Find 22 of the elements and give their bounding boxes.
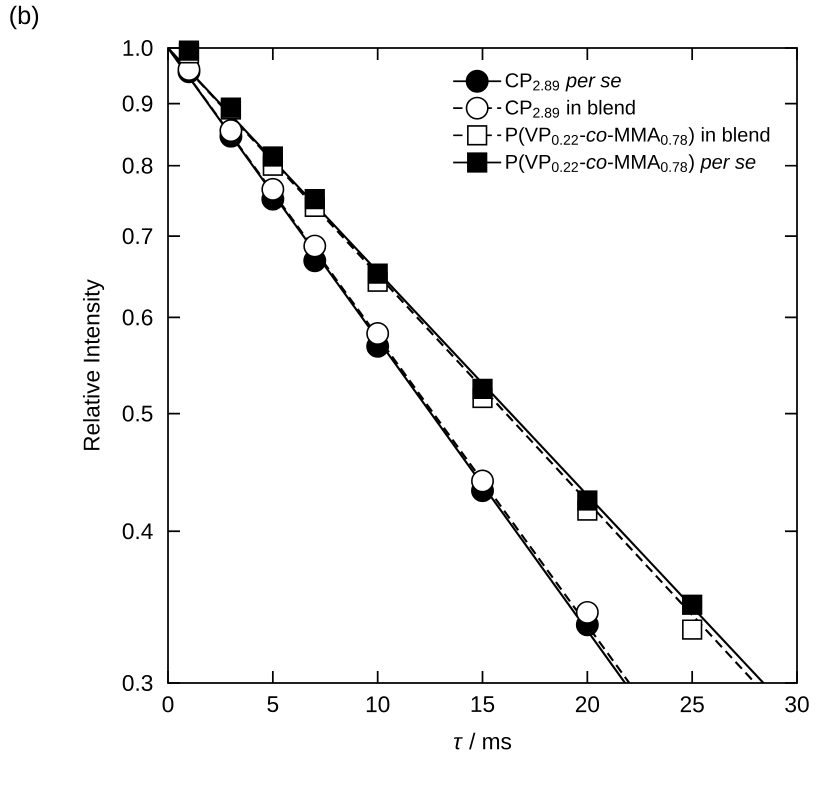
x-tick-label: 0 <box>162 696 174 712</box>
y-axis-title: Relative Intensity <box>82 279 104 450</box>
y-tick-label: 0.5 <box>122 406 152 422</box>
x-tick-label: 25 <box>680 696 704 712</box>
y-tick-label: 0.8 <box>122 158 152 174</box>
x-tick-label: 30 <box>785 696 809 712</box>
x-tick-label: 10 <box>366 696 390 712</box>
x-tick-label: 20 <box>576 696 600 712</box>
y-tick-label: 1.0 <box>124 40 152 56</box>
x-tick-label: 15 <box>472 696 494 712</box>
y-tick-label: 0.4 <box>122 523 153 540</box>
y-tick-label: 0.3 <box>122 674 152 692</box>
y-tick-label: 0.7 <box>122 228 152 244</box>
x-axis-title: τ / ms <box>454 732 512 750</box>
legend-label: P(VP$_{0.22}$-co-MMA$_{0.78}$) in blend <box>506 127 770 146</box>
text: (b) <box>10 6 38 30</box>
legend-label: P(VP$_{0.22}$-co-MMA$_{0.78}$) per se <box>506 154 756 173</box>
y-tick-label: 0.9 <box>122 96 152 112</box>
y-tick-label: 0.6 <box>122 309 152 326</box>
legend-label: CP$_{2.89}$ in blend <box>506 100 635 118</box>
legend-label: CP$_{2.89}$ per se <box>506 73 621 92</box>
x-tick-label: 5 <box>267 696 278 712</box>
